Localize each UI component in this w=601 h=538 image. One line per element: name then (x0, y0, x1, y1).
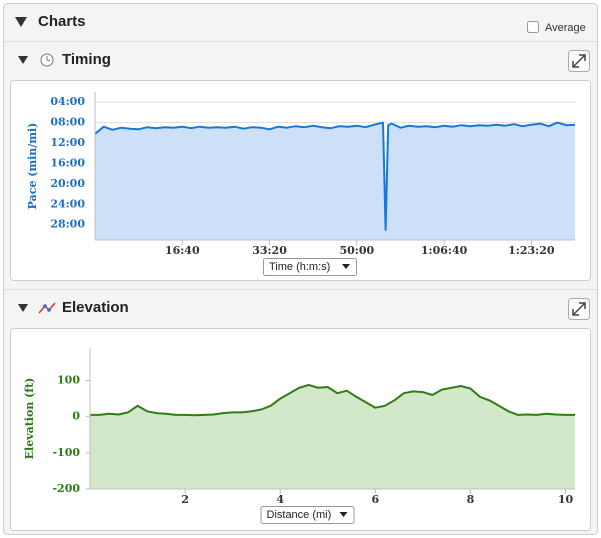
section-title: Elevation (62, 299, 129, 316)
area (95, 122, 575, 240)
elevation-icon (38, 302, 56, 314)
y-tick-label: 04:00 (50, 95, 85, 108)
x-tick-label: 50:00 (339, 244, 374, 257)
x-tick-label: 10 (558, 493, 574, 506)
x-tick-label: 8 (467, 493, 475, 506)
elevation-icon-dot (47, 308, 51, 312)
collapse-icon[interactable] (18, 56, 28, 64)
collapse-icon[interactable] (18, 304, 28, 312)
y-tick-label: 20:00 (50, 177, 85, 190)
y-axis-label: Pace (min/mi) (26, 123, 39, 210)
axis-selector-text[interactable]: Time (h:m:s) (269, 261, 330, 273)
section-title: Timing (62, 51, 111, 68)
average-label[interactable]: Average (545, 22, 586, 34)
axis-selector[interactable] (260, 506, 355, 524)
y-tick-label: -200 (52, 482, 80, 495)
y-tick-label: 08:00 (50, 116, 85, 129)
y-tick-label: 100 (57, 374, 80, 387)
y-tick-label: 28:00 (50, 218, 85, 231)
y-tick-label: 12:00 (50, 136, 85, 149)
x-tick-label: 4 (276, 493, 284, 506)
expand-icon (572, 302, 586, 316)
selector-arrow[interactable] (342, 264, 350, 269)
y-tick-label: 24:00 (50, 197, 85, 210)
x-tick-label: 6 (371, 493, 379, 506)
elevation-icon-dot (43, 304, 47, 308)
collapse-icon[interactable] (15, 17, 27, 27)
line (94, 121, 576, 231)
area (90, 384, 575, 489)
y-tick-label: 16:00 (50, 156, 85, 169)
line (90, 383, 575, 417)
clock-hands (46, 56, 51, 62)
x-tick-label: 33:20 (252, 244, 287, 257)
x-tick-label: 1:23:20 (508, 244, 555, 257)
x-tick-label: 16:40 (165, 244, 200, 257)
x-tick-label: 2 (181, 493, 189, 506)
y-tick-label: 0 (72, 410, 80, 423)
panel-title: Charts (38, 13, 86, 30)
y-tick-label: -100 (52, 446, 80, 459)
y-axis-label: Elevation (ft) (23, 378, 36, 460)
selector-arrow[interactable] (339, 512, 348, 517)
x-tick-label: 1:06:40 (421, 244, 468, 257)
expand-icon (572, 54, 586, 68)
axis-selector-text[interactable]: Distance (mi) (267, 509, 332, 521)
axis-selector[interactable] (263, 258, 357, 276)
average-checkbox[interactable] (527, 21, 539, 33)
